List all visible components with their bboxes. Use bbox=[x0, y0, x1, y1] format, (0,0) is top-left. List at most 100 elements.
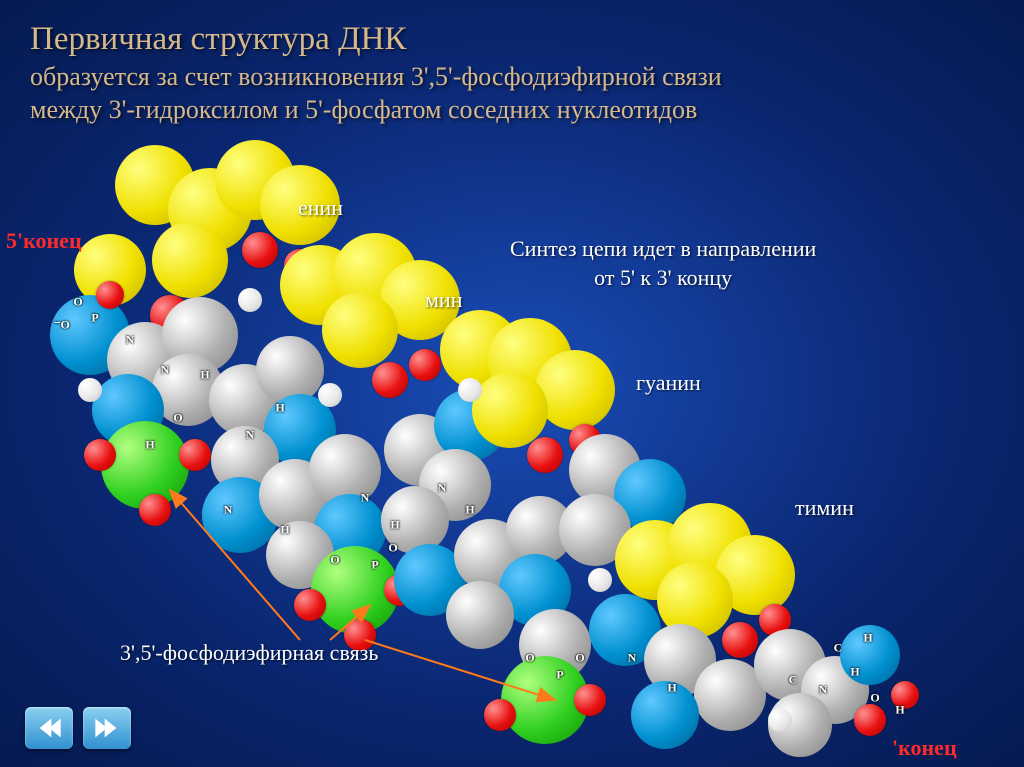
atom-sphere bbox=[50, 295, 130, 375]
atom-label: N bbox=[161, 363, 170, 378]
atom-sphere bbox=[394, 544, 466, 616]
atom-label: H bbox=[850, 665, 859, 680]
atom-sphere bbox=[801, 656, 869, 724]
atom-sphere bbox=[722, 622, 758, 658]
atom-sphere bbox=[264, 394, 336, 466]
nav-prev-button[interactable] bbox=[25, 707, 73, 749]
atom-sphere bbox=[574, 684, 606, 716]
atom-label: H bbox=[280, 523, 289, 538]
atom-sphere bbox=[162, 297, 238, 373]
three-prime-end-label: 'конец bbox=[892, 735, 957, 761]
atom-sphere bbox=[434, 389, 506, 461]
atom-sphere bbox=[384, 574, 416, 606]
atom-sphere bbox=[668, 503, 752, 587]
atom-sphere bbox=[259, 459, 331, 531]
atom-label: O bbox=[173, 411, 182, 426]
atom-sphere bbox=[501, 656, 589, 744]
atom-sphere bbox=[559, 494, 631, 566]
atom-sphere bbox=[202, 477, 278, 553]
atom-sphere bbox=[322, 292, 398, 368]
atom-sphere bbox=[440, 310, 520, 390]
atom-sphere bbox=[242, 232, 278, 268]
atom-sphere bbox=[309, 434, 381, 506]
atom-sphere bbox=[891, 681, 919, 709]
atom-sphere bbox=[266, 521, 334, 589]
atom-label: H bbox=[465, 503, 474, 518]
atom-sphere bbox=[499, 554, 571, 626]
atom-sphere bbox=[569, 434, 641, 506]
atom-sphere bbox=[768, 708, 792, 732]
synthesis-line1: Синтез цепи идет в направлении bbox=[510, 235, 816, 264]
atom-sphere bbox=[284, 249, 316, 281]
atom-sphere bbox=[384, 414, 456, 486]
atom-sphere bbox=[74, 234, 146, 306]
atom-sphere bbox=[589, 594, 661, 666]
atom-sphere bbox=[644, 624, 716, 696]
atom-label: P bbox=[556, 668, 563, 683]
synthesis-line2: от 5' к 3' концу bbox=[510, 264, 816, 293]
atom-sphere bbox=[657, 562, 733, 638]
pointer-arrow bbox=[330, 605, 370, 640]
atom-sphere bbox=[840, 625, 900, 685]
chevron-right-icon bbox=[93, 716, 121, 740]
nav-next-button[interactable] bbox=[83, 707, 131, 749]
atom-label: H bbox=[275, 401, 284, 416]
atom-label: H bbox=[390, 518, 399, 533]
atom-sphere bbox=[472, 372, 548, 448]
atom-sphere bbox=[446, 581, 514, 649]
title-sub-1: образуется за счет возникновения 3',5'-ф… bbox=[30, 60, 994, 94]
atom-label: N bbox=[819, 683, 828, 698]
base-label-guanine: гуанин bbox=[636, 370, 701, 396]
base-label-thymine1: мин bbox=[425, 287, 462, 313]
atom-sphere bbox=[333, 233, 417, 317]
atom-sphere bbox=[211, 426, 279, 494]
atom-label: N bbox=[438, 481, 447, 496]
atom-sphere bbox=[311, 546, 399, 634]
atom-sphere bbox=[294, 589, 326, 621]
atom-label: O bbox=[388, 541, 397, 556]
atom-label: O bbox=[330, 553, 339, 568]
atom-sphere bbox=[715, 535, 795, 615]
atom-label: N bbox=[361, 491, 370, 506]
atom-sphere bbox=[458, 378, 482, 402]
atom-label: N bbox=[628, 651, 637, 666]
atom-sphere bbox=[139, 494, 171, 526]
title-sub-2: между 3'-гидроксилом и 5'-фосфатом сосед… bbox=[30, 93, 994, 127]
atom-sphere bbox=[484, 699, 516, 731]
atom-label: N bbox=[246, 428, 255, 443]
base-label-thymine2: тимин bbox=[795, 495, 854, 521]
atom-label: O bbox=[870, 691, 879, 706]
atom-label: O bbox=[575, 651, 584, 666]
title-block: Первичная структура ДНК образуется за сч… bbox=[30, 20, 994, 127]
atom-sphere bbox=[84, 439, 116, 471]
atom-sphere bbox=[92, 374, 164, 446]
atom-sphere bbox=[488, 318, 572, 402]
five-prime-end-label: 5'конец bbox=[6, 228, 82, 254]
atom-label: N bbox=[126, 333, 135, 348]
atom-label: N bbox=[224, 503, 233, 518]
atom-sphere bbox=[168, 168, 252, 252]
atom-sphere bbox=[238, 288, 262, 312]
atom-sphere bbox=[759, 604, 791, 636]
atom-sphere bbox=[209, 364, 281, 436]
atom-sphere bbox=[614, 459, 686, 531]
atom-label: ⁻O bbox=[54, 318, 70, 333]
atom-label: C bbox=[834, 641, 843, 656]
synthesis-text: Синтез цепи идет в направлении от 5' к 3… bbox=[510, 235, 816, 292]
chevron-left-icon bbox=[35, 716, 63, 740]
atom-label: H bbox=[895, 703, 904, 718]
pointer-arrow bbox=[170, 490, 300, 640]
atom-label: O bbox=[525, 651, 534, 666]
atom-sphere bbox=[768, 693, 832, 757]
atom-label: H bbox=[145, 438, 154, 453]
atom-sphere bbox=[256, 336, 324, 404]
atom-label: P bbox=[91, 311, 98, 326]
atom-sphere bbox=[115, 145, 195, 225]
atom-sphere bbox=[454, 519, 526, 591]
atom-sphere bbox=[314, 494, 386, 566]
nav-buttons bbox=[25, 707, 131, 749]
atom-sphere bbox=[152, 354, 224, 426]
title-main: Первичная структура ДНК bbox=[30, 20, 994, 60]
atom-sphere bbox=[78, 378, 102, 402]
base-label-adenine: енин bbox=[298, 195, 343, 221]
